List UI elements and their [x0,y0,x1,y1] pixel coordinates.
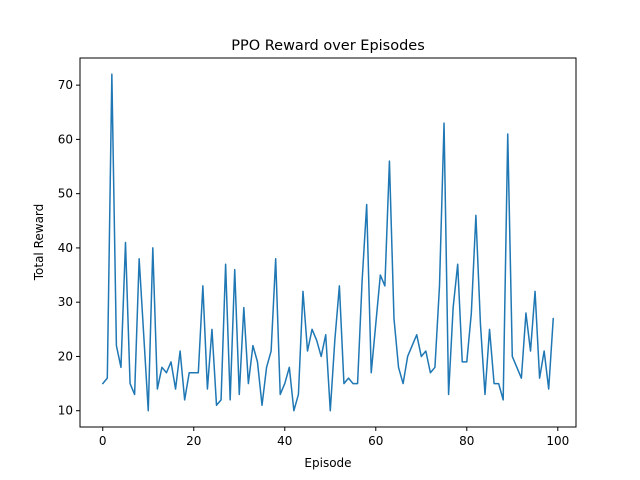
x-tick-label: 100 [546,434,569,448]
plot-frame [79,57,577,428]
x-tick-label: 40 [277,434,292,448]
x-axis-label: Episode [304,456,351,470]
chart-title: PPO Reward over Episodes [231,38,425,54]
y-tick-label: 30 [58,295,73,309]
y-axis: 10 20 30 40 50 60 70 [58,78,80,418]
x-tick-label: 80 [459,434,474,448]
y-tick-label: 60 [58,132,73,146]
y-tick-label: 10 [58,404,73,418]
x-axis: 0 20 40 60 80 100 [99,427,569,448]
series-line-1 [102,73,554,412]
y-tick-label: 40 [58,241,73,255]
y-tick-label: 20 [58,349,73,363]
y-axis-label: Total Reward [32,204,46,282]
plot-area [102,73,554,412]
y-tick-label: 50 [58,187,73,201]
x-tick-label: 60 [368,434,383,448]
x-tick-label: 20 [186,434,201,448]
y-tick-label: 70 [58,78,73,92]
x-tick-label: 0 [99,434,107,448]
